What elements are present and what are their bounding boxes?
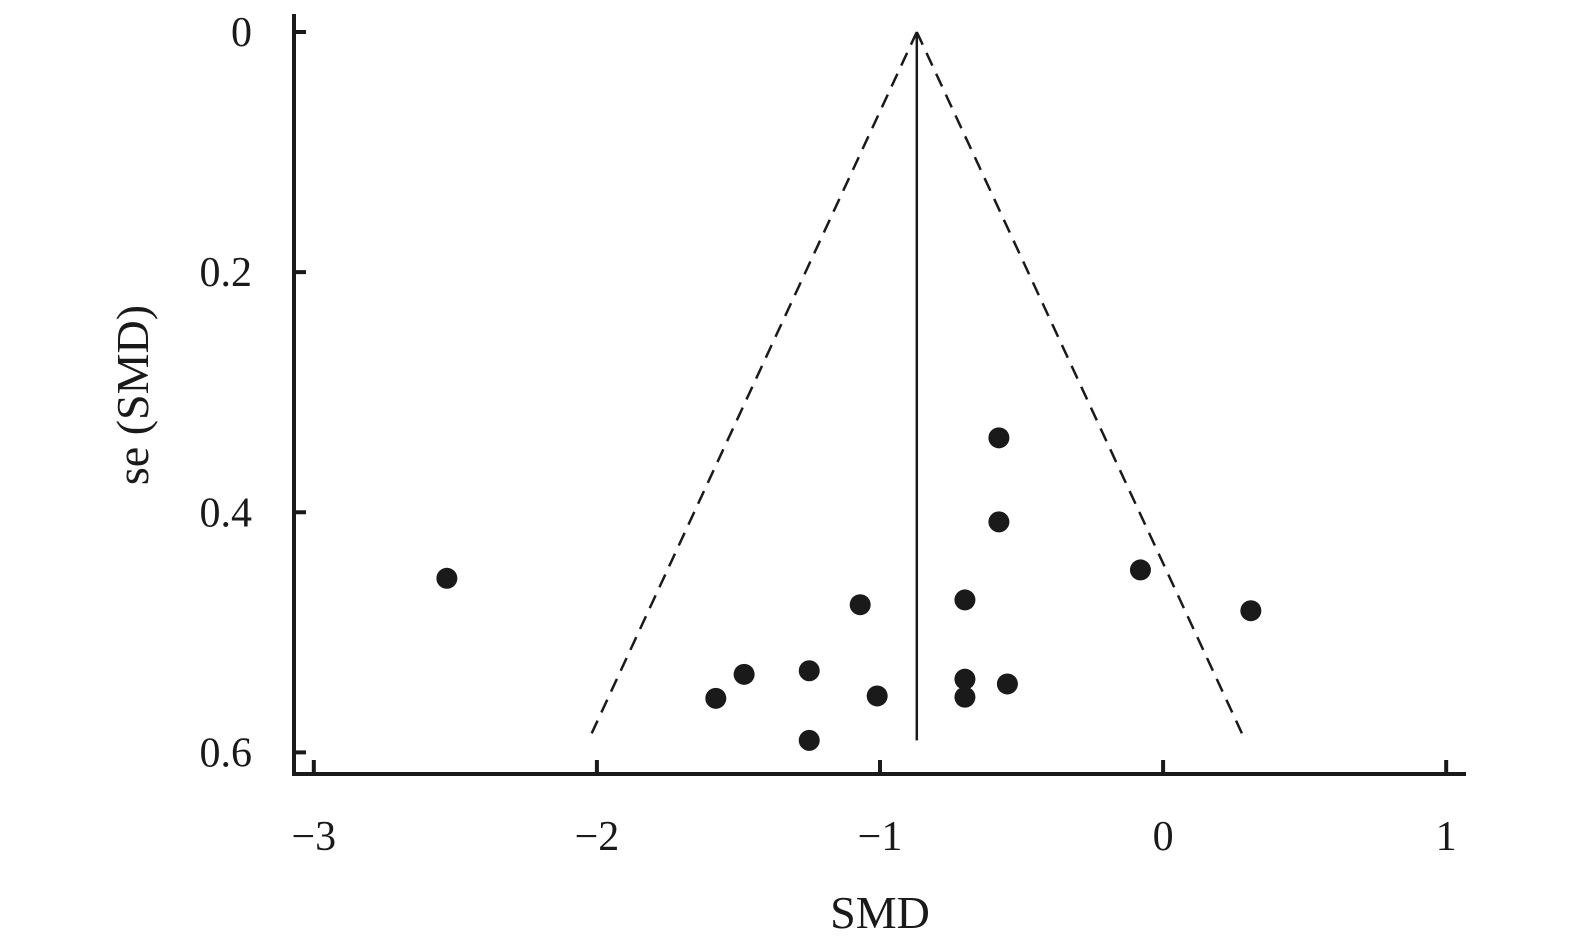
funnel-lines xyxy=(587,31,1247,741)
data-point xyxy=(996,673,1018,695)
data-point xyxy=(866,685,888,707)
y-tick-label: 0.4 xyxy=(200,490,253,536)
x-tick-label: −3 xyxy=(291,814,336,860)
x-tick-label: −2 xyxy=(575,814,620,860)
data-point xyxy=(988,511,1010,533)
x-tick-label: −1 xyxy=(858,814,903,860)
data-point xyxy=(954,589,976,611)
data-point xyxy=(1240,600,1262,622)
funnel-left-line xyxy=(587,31,918,741)
y-axis-title: se (SMD) xyxy=(107,305,158,485)
x-tick-label: 1 xyxy=(1436,814,1457,860)
tick-labels: 0 0.2 0.4 0.6 −3 −2 −1 0 1 xyxy=(200,10,1457,860)
data-point xyxy=(798,729,820,751)
y-tick-label: 0 xyxy=(231,10,252,56)
data-point xyxy=(1129,559,1151,581)
y-tick-label: 0.2 xyxy=(200,250,253,296)
data-point xyxy=(436,567,458,589)
axes xyxy=(292,14,1466,776)
x-axis-title: SMD xyxy=(830,887,930,938)
funnel-right-line xyxy=(915,31,1247,741)
data-points xyxy=(436,427,1262,751)
data-point xyxy=(988,427,1010,449)
x-tick-label: 0 xyxy=(1153,814,1174,860)
data-point xyxy=(954,686,976,708)
data-point xyxy=(798,660,820,682)
data-point xyxy=(954,668,976,690)
data-point xyxy=(849,594,871,616)
y-tick-label: 0.6 xyxy=(200,730,253,776)
data-point xyxy=(733,663,755,685)
data-point xyxy=(705,687,727,709)
